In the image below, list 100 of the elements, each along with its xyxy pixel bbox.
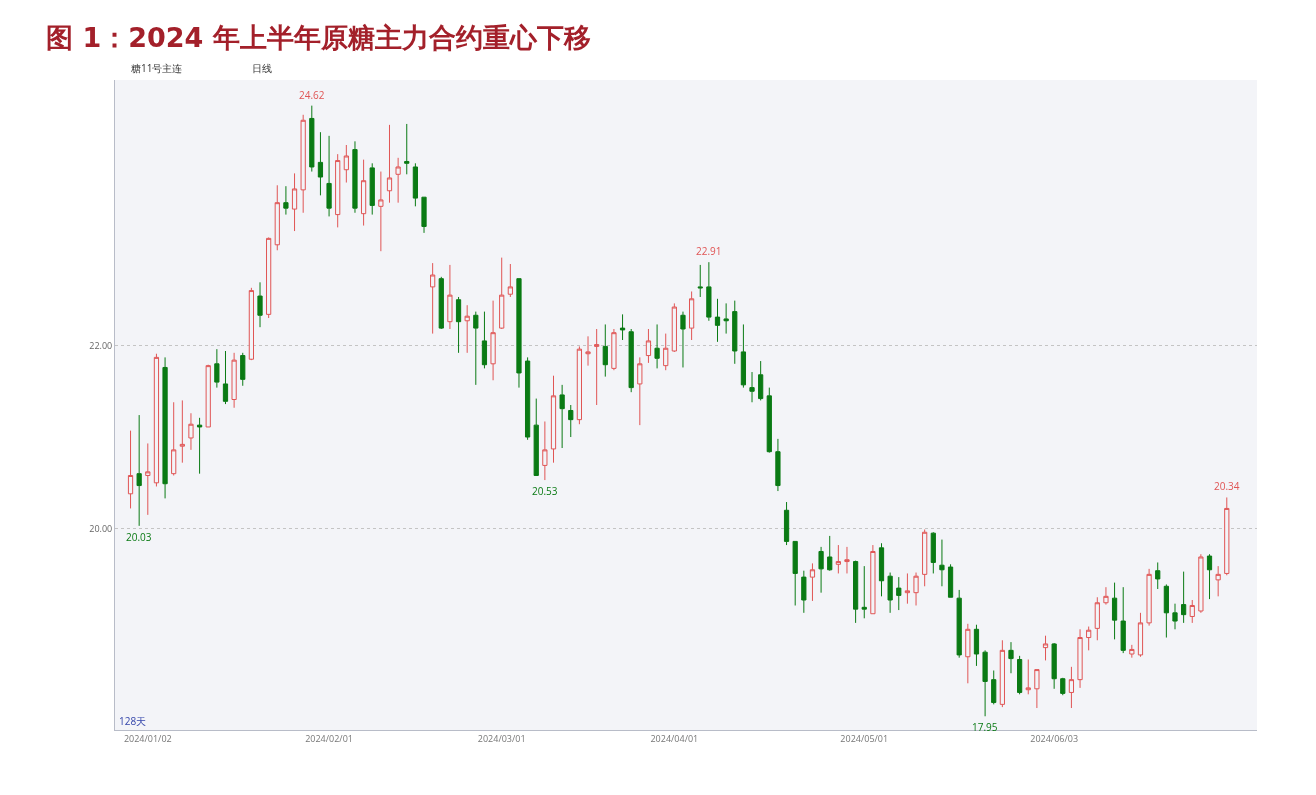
candlestick — [568, 404, 574, 438]
candlestick — [127, 430, 134, 509]
candlestick — [300, 114, 306, 214]
candlestick — [1077, 628, 1083, 689]
candlestick — [1206, 553, 1213, 600]
candlestick — [533, 398, 539, 476]
candlestick — [1163, 583, 1169, 639]
candlestick — [939, 539, 945, 587]
text: 糖11号主连 — [131, 61, 183, 75]
candlestick — [973, 624, 980, 667]
candlestick — [896, 576, 902, 611]
candlestick — [455, 296, 462, 354]
candlestick — [266, 236, 272, 319]
candlestick — [1137, 612, 1144, 658]
candlestick — [706, 261, 712, 322]
candlestick — [179, 399, 185, 464]
candlestick — [904, 572, 911, 605]
candlestick — [404, 123, 410, 175]
candlestick — [283, 185, 289, 216]
candlestick — [196, 417, 203, 475]
candlestick — [1051, 642, 1057, 690]
x-tick-label: 2024/03/01 — [477, 731, 526, 745]
x-tick-label: 2024/06/03 — [1030, 731, 1079, 745]
candlestick — [956, 589, 962, 659]
annotation: 17.95 — [972, 720, 998, 734]
candlestick — [473, 311, 479, 386]
text: 日线 — [252, 61, 272, 75]
candlestick — [965, 623, 971, 684]
candlestick — [274, 184, 280, 251]
candlestick — [844, 546, 850, 574]
candlestick — [550, 375, 557, 464]
candlestick — [248, 287, 254, 361]
candlestick — [291, 172, 298, 232]
candlestick — [809, 562, 816, 602]
candlestick — [723, 302, 729, 335]
candlestick — [464, 304, 470, 354]
candlestick — [1215, 565, 1221, 597]
candlestick — [430, 262, 436, 335]
candlestick — [1017, 655, 1023, 695]
candlestick — [1042, 635, 1049, 661]
candlestick — [1111, 582, 1118, 640]
candlestick — [758, 360, 764, 401]
candlestick — [585, 335, 591, 367]
annotation: 20.53 — [532, 484, 558, 498]
candlestick — [395, 157, 401, 204]
candlestick — [619, 313, 626, 341]
candlestick — [663, 333, 669, 371]
candlestick — [1025, 659, 1031, 695]
candlestick — [222, 350, 229, 405]
candlestick — [231, 352, 237, 409]
candlestick — [697, 264, 703, 298]
candlestick — [1172, 603, 1178, 630]
candlestick — [205, 364, 211, 428]
candlestick — [775, 438, 781, 492]
candlestick — [326, 135, 332, 217]
candlestick — [611, 328, 617, 371]
candlestick — [1155, 561, 1161, 590]
candlestick — [853, 560, 859, 624]
y-tick-label: 22.00 — [89, 338, 113, 352]
candlestick — [412, 162, 418, 207]
candlestick — [240, 352, 246, 387]
candlestick — [991, 669, 997, 705]
candlestick — [671, 302, 677, 353]
candlestick — [913, 572, 919, 606]
candlestick — [999, 639, 1005, 708]
candlestick — [1060, 677, 1066, 696]
candlestick — [982, 649, 988, 717]
candlestick — [766, 387, 772, 454]
annotation: 20.03 — [126, 530, 152, 544]
candlestick — [516, 278, 522, 389]
candlestick — [1120, 586, 1126, 654]
candlestick — [136, 414, 142, 527]
candlestick — [499, 257, 505, 330]
candlestick — [153, 353, 160, 487]
candlestick — [1086, 626, 1092, 651]
candlestick — [878, 542, 885, 597]
annotation: 128天 — [119, 714, 147, 728]
annotation: 22.91 — [696, 244, 722, 258]
candlestick — [1189, 599, 1195, 624]
candlestick — [481, 311, 488, 369]
candlestick — [628, 328, 634, 393]
candlestick — [637, 356, 643, 426]
candlestick — [447, 264, 453, 330]
candlestick — [1008, 641, 1014, 674]
y-tick-label: 20.00 — [89, 521, 113, 535]
candlestick — [818, 546, 824, 594]
candlestick — [559, 384, 565, 449]
candlestick — [317, 131, 324, 196]
candlestick — [714, 298, 721, 343]
candlestick — [369, 162, 375, 216]
candlestick — [335, 153, 341, 228]
candlestick — [835, 544, 841, 574]
candlestick — [1129, 644, 1135, 659]
candlestick — [386, 124, 393, 204]
candlestick — [930, 531, 936, 574]
candlestick — [1146, 568, 1152, 627]
candlestick — [1181, 571, 1187, 624]
candlestick — [732, 300, 738, 365]
candlestick — [1034, 669, 1040, 709]
candlestick — [689, 290, 695, 341]
